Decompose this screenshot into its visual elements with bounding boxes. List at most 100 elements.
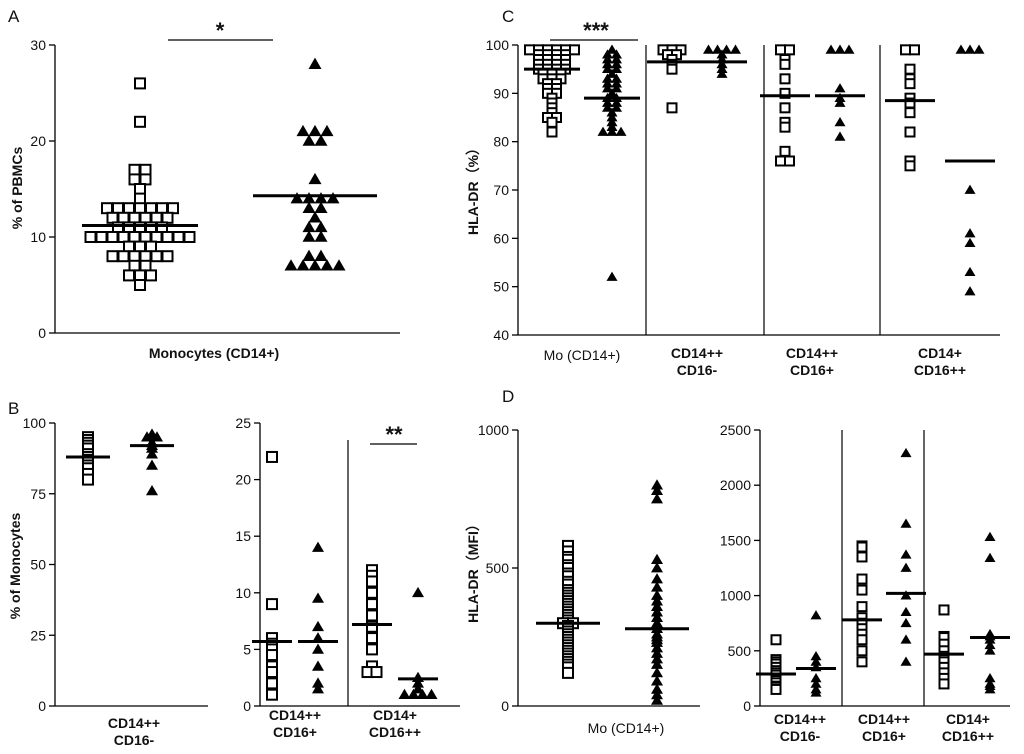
- panel-b-right-g4-point-triangle: [425, 688, 438, 699]
- panel-d-right-g5-point-square: [938, 678, 950, 690]
- panel-a-g1-point-square: [134, 77, 146, 90]
- panel-d-left-g2-point-triangle: [651, 573, 663, 584]
- panel-c-g7-point-square: [904, 107, 916, 119]
- panel-d-right-g3-point-square: [856, 551, 868, 563]
- panel-c-y-tick-label: 50: [493, 279, 509, 295]
- panel-c-g4-point-triangle: [716, 63, 728, 74]
- panel-a-g1-point-square: [112, 202, 124, 215]
- panel-b-right-g2-point-triangle: [312, 683, 324, 694]
- panel-c-g6-point-triangle: [843, 44, 855, 54]
- panel-d-left-g2-point-triangle: [651, 694, 663, 705]
- panel-b-right-g4-point-triangle: [398, 688, 411, 699]
- panel-a-g2-point-triangle: [302, 192, 316, 204]
- panel-c-g2-point-triangle: [602, 54, 613, 64]
- panel-a-g1-point-square: [117, 231, 130, 243]
- panel-d-right-plot: 05001000150020002500CD14++CD16-CD14++CD1…: [720, 422, 1010, 744]
- panel-d-right-category-line2: CD16-: [780, 728, 821, 744]
- panel-b-right-g4-point-triangle: [412, 586, 424, 598]
- panel-d-right-category-line1: CD14++: [774, 711, 826, 727]
- panel-b-right-g1-point-square: [266, 598, 278, 611]
- panel-d-right-y-tick-label: 500: [728, 643, 752, 659]
- panel-d-right-g4-point-triangle: [900, 606, 912, 617]
- panel-d-left-g2-point-triangle: [651, 484, 663, 496]
- panel-b-right-g1-point-square: [266, 666, 278, 679]
- panel-a-g2-point-triangle: [320, 259, 334, 271]
- panel-c-g2-point-triangle: [606, 87, 618, 98]
- panel-d-right-category-line1: CD14++: [858, 711, 910, 727]
- panel-d-right-g4-point-triangle: [900, 634, 912, 644]
- panel-a-g2-point-triangle: [314, 230, 328, 242]
- panel-c-g3-point-square: [666, 63, 678, 75]
- panel-c-g8-point-triangle: [964, 228, 976, 238]
- panel-b-ylabel: % of Monocytes: [7, 513, 23, 620]
- panel-d-left-g2-point-triangle: [651, 683, 663, 694]
- panel-c-g7-point-square: [904, 160, 916, 172]
- panel-label-a: A: [8, 7, 20, 26]
- panel-c-g4-point-triangle: [712, 44, 723, 54]
- panel-c-g2-point-triangle: [611, 97, 622, 107]
- panel-c-g2-point-triangle: [611, 54, 622, 64]
- panel-d-left-y-tick-label: 1000: [478, 422, 509, 438]
- panel-d-right-g6-point-triangle: [984, 684, 996, 694]
- panel-c-g5-point-square: [784, 44, 795, 56]
- panel-c-g2-point-triangle: [611, 49, 622, 59]
- panel-b-right-g2-point-triangle: [312, 677, 324, 688]
- panel-c-g5-point-square: [784, 155, 795, 167]
- panel-d-right-y-tick-label: 1000: [720, 588, 751, 604]
- panel-c-g1-point-square: [569, 44, 580, 56]
- panel-c: HLA-DR（%） *** 40 50 60 70 80 90 100 Mo (CD14+) C…: [465, 18, 1000, 378]
- panel-d-left-g2-point-triangle: [651, 606, 663, 617]
- panel-c-g8-point-triangle: [964, 266, 976, 277]
- panel-a-g1-point-square: [128, 163, 141, 176]
- panel-c-g2-point-triangle: [602, 97, 613, 107]
- panel-c-g1-point-square: [546, 116, 558, 128]
- panel-c-y-tick-label: 70: [493, 182, 509, 198]
- panel-d-right-g2-point-triangle: [810, 687, 822, 697]
- panel-c-g5-point-square: [775, 155, 786, 167]
- panel-label-d: D: [502, 387, 514, 406]
- panel-a-g1-point-square: [134, 269, 146, 282]
- panel-a-g1-point-square: [101, 202, 113, 215]
- panel-a-g2-point-triangle: [308, 57, 322, 69]
- panel-a-g2-point-triangle: [314, 192, 328, 204]
- panel-a-g1-point-square: [134, 115, 146, 128]
- panel-a-g1-point-square: [128, 231, 141, 243]
- panel-a-g1-point-square: [128, 173, 141, 186]
- panel-d-right-g4-point-triangle: [900, 562, 912, 572]
- panel-b-right-g1-point-square: [266, 450, 278, 463]
- panel-c-g8-point-triangle: [964, 237, 976, 248]
- panel-c-g2-point-triangle: [606, 271, 618, 281]
- panel-a-g2-point-triangle: [302, 249, 316, 261]
- panel-a: % of PBMCs Monocytes (CD14+) * 0 10 20 30: [9, 18, 400, 361]
- panel-a-g2-point-triangle: [308, 124, 322, 137]
- panel-b-left-g2-point-triangle: [141, 431, 153, 442]
- panel-d-left-g2-point-triangle: [651, 675, 663, 686]
- panel-d-left-g2-point-triangle: [651, 653, 663, 664]
- panel-c-category-line1: CD14++: [671, 345, 723, 361]
- panel-d-right-g6-point-triangle: [984, 673, 996, 683]
- panel-b-right-category-line1: CD14++: [269, 707, 321, 723]
- panel-c-g5-point-square: [779, 121, 791, 133]
- panel-a-g1-point-square: [95, 231, 108, 243]
- panel-b-right-g1-point-square: [266, 688, 278, 701]
- panel-d-right-g3-point-square: [856, 573, 868, 585]
- panel-b-right-plot: 0 5 10 15 20 25 CD14++CD16+ CD14+CD16++: [235, 415, 460, 740]
- panel-a-g1-point-square: [134, 240, 146, 253]
- panel-d-right-g1-point-square: [770, 634, 782, 646]
- panel-d-left-g2-point-triangle: [651, 636, 663, 647]
- panel-d-left-g2-point-triangle: [651, 647, 663, 658]
- panel-c-g2-point-triangle: [606, 68, 618, 78]
- panel-c-g5-point-square: [779, 73, 791, 85]
- panel-a-y-tick-label: 30: [30, 37, 46, 53]
- panel-a-g1-point-square: [123, 221, 135, 234]
- panel-a-g2-point-triangle: [296, 124, 310, 137]
- panel-c-y-tick-label: 40: [493, 327, 509, 343]
- panel-d-right-g4-point-triangle: [900, 549, 912, 559]
- panel-a-g1-point-square: [123, 240, 135, 253]
- panel-a-y-tick-label: 10: [30, 229, 46, 245]
- panel-d: HLA-DR（MFI） 0 500 1000 Mo (CD14+) 0 500 1000 1…: [465, 422, 1010, 744]
- panel-a-g2-point-triangle: [302, 201, 316, 213]
- panel-a-significance: *: [216, 18, 225, 43]
